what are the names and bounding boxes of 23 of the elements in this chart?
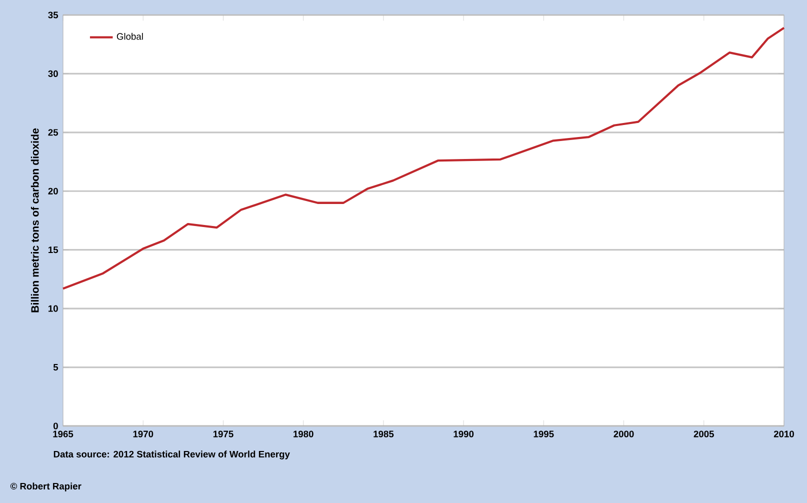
line-series	[62, 26, 786, 290]
y-tick-label: 10	[48, 305, 58, 312]
y-axis-title: Billion metric tons of carbon dioxide	[30, 128, 39, 312]
y-tick-label: 20	[48, 188, 58, 194]
y-tick-label: 0	[53, 422, 58, 430]
x-tick-label: 2005	[694, 430, 714, 438]
x-tick-label: 1965	[53, 430, 74, 438]
x-tick-label: 1990	[454, 430, 474, 438]
x-tick-label: 2010	[774, 430, 794, 438]
source-note: Data source: 2012 Statistical Review of World Energy	[54, 450, 290, 460]
y-tick-label: 15	[48, 246, 58, 254]
text: © Robert Rapier	[10, 482, 82, 492]
y-tick-label: 25	[48, 129, 58, 136]
x-tick-label: 2000	[614, 430, 634, 438]
x-tick-label: 1970	[133, 430, 154, 438]
x-tick-label: 1980	[294, 430, 314, 438]
y-tick-label: 35	[48, 12, 58, 18]
legend-label: Global	[116, 32, 143, 40]
y-tick-label: 30	[48, 70, 58, 78]
y-tick-label: 5	[53, 364, 58, 371]
x-tick-label: 1985	[374, 430, 394, 438]
x-tick-label: 1975	[213, 430, 234, 438]
x-tick-label: 1995	[534, 430, 554, 438]
